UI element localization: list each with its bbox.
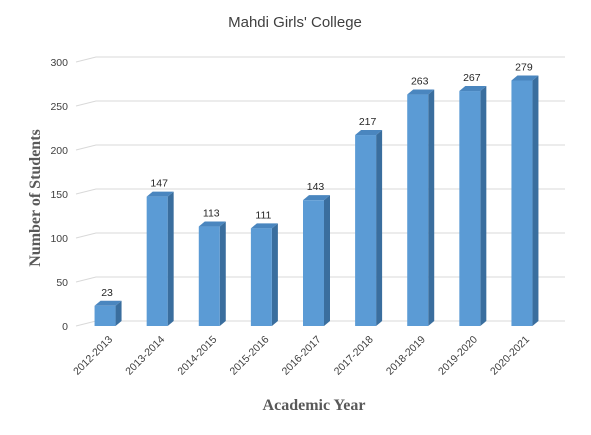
x-tick-label: 2020-2021: [488, 334, 532, 378]
gridlines: [75, 56, 565, 327]
data-label: 143: [307, 181, 325, 193]
data-label: 217: [359, 116, 377, 128]
x-tick-label: 2014-2015: [175, 334, 219, 378]
gridline: [75, 144, 565, 151]
chart-title: Mahdi Girls' College: [228, 14, 362, 31]
bars: [94, 75, 539, 326]
x-tick-label: 2016-2017: [280, 334, 324, 378]
x-tick-label: 2019-2020: [436, 334, 480, 378]
y-tick-label: 100: [50, 233, 68, 245]
y-tick-label: 150: [50, 189, 68, 201]
x-tick-label: 2018-2019: [384, 334, 428, 378]
bar-top: [355, 130, 383, 136]
bar-top: [250, 223, 278, 229]
data-label: 263: [411, 76, 429, 88]
bar: [459, 86, 487, 326]
x-axis-ticks: 2012-2013 2013-2014 2014-2015 2015-2016 2016…: [71, 334, 532, 378]
y-axis-ticks: 0 50 100 150 200 250 300: [50, 57, 68, 333]
bar: [355, 130, 383, 326]
y-tick-label: 50: [56, 277, 68, 289]
gridline: [75, 56, 565, 63]
bar: [303, 195, 330, 326]
bar-side: [115, 300, 122, 326]
bar-side: [480, 86, 487, 326]
bar-side: [271, 223, 278, 326]
bar: [407, 89, 435, 326]
x-axis-title: Academic Year: [263, 397, 366, 414]
y-tick-label: 200: [50, 145, 68, 157]
bar-top: [94, 300, 122, 306]
y-tick-label: 0: [62, 321, 68, 333]
y-axis-title: Number of Students: [27, 129, 44, 267]
bar-side: [167, 191, 174, 326]
bar-front: [94, 305, 116, 326]
bar-front: [146, 196, 168, 326]
bar-front: [407, 94, 429, 326]
bar-side: [428, 89, 435, 326]
bar: [94, 300, 122, 326]
bar: [146, 191, 174, 326]
bar-top: [459, 86, 487, 92]
bar-front: [511, 80, 533, 326]
bar-front: [198, 226, 220, 326]
bar-top: [407, 89, 435, 95]
data-label: 147: [150, 178, 168, 190]
y-tick-label: 250: [50, 101, 68, 113]
bar: [250, 223, 278, 326]
data-label: 267: [463, 72, 481, 84]
x-tick-label: 2012-2013: [71, 334, 115, 378]
bar-front: [459, 91, 481, 326]
x-tick-label: 2017-2018: [332, 334, 376, 378]
bar-front: [250, 228, 272, 326]
bar-top: [511, 75, 539, 81]
data-label: 111: [255, 209, 271, 221]
data-label: 113: [203, 208, 220, 220]
bar-top: [146, 191, 174, 197]
gridline: [75, 100, 565, 107]
bar-front: [303, 200, 324, 326]
data-labels: 23 147 113 111 143 217 263 267 279: [101, 61, 533, 298]
y-tick-label: 300: [50, 57, 68, 69]
x-tick-label: 2013-2014: [123, 334, 167, 378]
bar-side: [376, 130, 383, 326]
bar-top: [198, 221, 226, 227]
data-label: 279: [515, 61, 533, 73]
bar: [198, 221, 226, 326]
bar-side: [219, 221, 226, 326]
bar-side: [532, 75, 539, 326]
bar-front: [355, 135, 377, 326]
bar: [511, 75, 539, 326]
bar-top: [303, 195, 330, 201]
x-tick-label: 2015-2016: [228, 334, 272, 378]
data-label: 23: [101, 287, 113, 299]
bar-side: [324, 195, 330, 326]
